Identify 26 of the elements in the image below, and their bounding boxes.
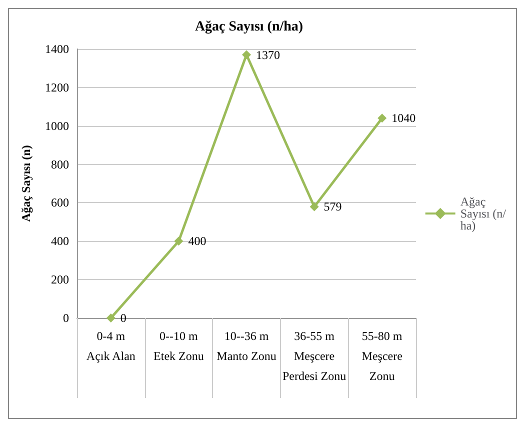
y-tick-label: 1400 <box>45 42 69 56</box>
chart-title: Ağaç Sayısı (n/ha) <box>194 20 304 34</box>
y-tick-label: 0 <box>63 311 69 325</box>
x-tick-label: 0--10 m Etek Zonu <box>154 329 204 363</box>
y-tick-label: 1000 <box>45 118 69 133</box>
legend-label: Ağaç Sayısı (n/ha) <box>460 194 507 232</box>
point <box>174 236 184 246</box>
y-tick-label: 800 <box>51 157 69 172</box>
data-label: 1040 <box>392 111 416 126</box>
y-tick-label: 600 <box>51 196 69 210</box>
point <box>106 314 116 322</box>
point <box>242 50 251 60</box>
y-tick-label: 400 <box>51 234 69 248</box>
data-label: 400 <box>188 234 206 248</box>
x-tick-label: 0-4 m Açık Alan <box>86 329 136 363</box>
x-tick-label: 36-55 m Meşcere Perdesi Zonu <box>282 329 346 383</box>
x-tick-label: 10--36 m Manto Zonu <box>216 329 276 363</box>
y-tick-label: 1200 <box>45 80 69 94</box>
point <box>378 114 387 123</box>
data-label: 0 <box>120 311 126 325</box>
point <box>310 202 319 212</box>
data-label: 579 <box>324 200 342 214</box>
x-tick-label: 55-80 m Meşcere Zonu <box>362 329 403 383</box>
data-label: 1370 <box>256 48 280 62</box>
y-tick-label: 200 <box>51 272 69 287</box>
y-axis-title: Ağaç Sayısı (n) <box>19 145 33 222</box>
